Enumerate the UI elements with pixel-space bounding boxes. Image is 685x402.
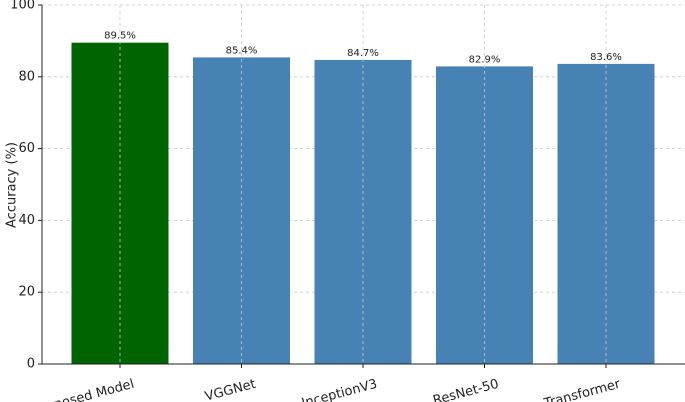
y-tick-label: 60	[18, 141, 35, 156]
x-tick-label: InceptionV3	[300, 377, 379, 402]
x-tick-label: VGGNet	[203, 377, 257, 402]
y-tick-label: 100	[10, 0, 35, 13]
y-tick-label: 40	[18, 213, 35, 228]
value-label: 83.6%	[590, 52, 622, 63]
y-tick-label: 80	[18, 69, 35, 84]
y-tick-label: 0	[27, 357, 35, 372]
x-tick-label: Proposed Model	[33, 377, 136, 402]
value-label: 85.4%	[226, 45, 258, 56]
x-tick-label: ResNet-50	[432, 377, 501, 402]
y-axis-label: Accuracy (%)	[5, 142, 20, 228]
x-tick-label: Transformer	[542, 377, 623, 402]
y-tick-label: 20	[18, 285, 35, 300]
